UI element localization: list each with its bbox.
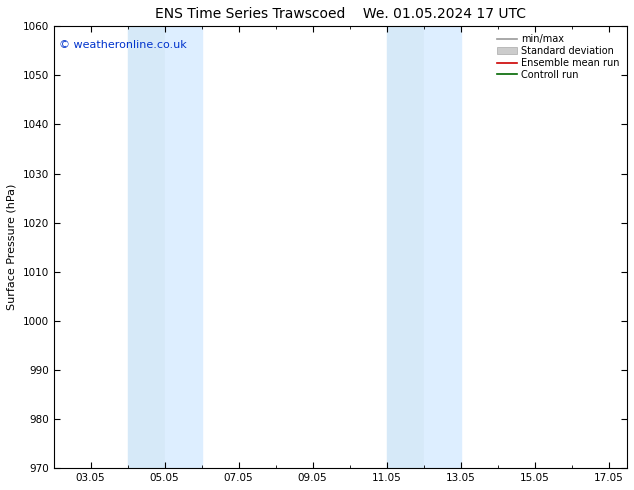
Text: © weatheronline.co.uk: © weatheronline.co.uk (60, 40, 187, 49)
Bar (424, 26, 460, 468)
Legend: min/max, Standard deviation, Ensemble mean run, Controll run: min/max, Standard deviation, Ensemble me… (495, 31, 622, 83)
Y-axis label: Surface Pressure (hPa): Surface Pressure (hPa) (7, 184, 17, 311)
Bar (387, 26, 424, 468)
Title: ENS Time Series Trawscoed    We. 01.05.2024 17 UTC: ENS Time Series Trawscoed We. 01.05.2024… (155, 7, 526, 21)
Bar (127, 26, 165, 468)
Bar (165, 26, 202, 468)
